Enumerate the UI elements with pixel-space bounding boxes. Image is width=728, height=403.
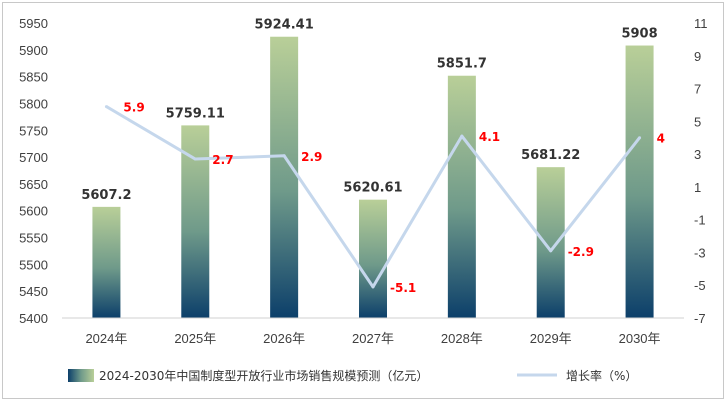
x-axis-tick-label: 2025年 <box>174 331 216 346</box>
rate-value-label: -2.9 <box>568 245 594 259</box>
x-axis-tick-label: 2027年 <box>352 331 394 346</box>
bar <box>270 36 299 318</box>
right-axis: -7 -5 -3 -1 1 3 5 7 9 11 <box>694 16 708 326</box>
right-axis-tick-label: 1 <box>694 180 701 195</box>
rate-value-label: -5.1 <box>390 281 416 295</box>
growth-rate-point <box>104 105 108 109</box>
right-axis-tick-label: 5 <box>694 114 701 129</box>
x-axis: 2024年 2025年 2026年 2027年 2028年 2029年 2030年 <box>62 317 684 346</box>
rate-value-label: 2.7 <box>212 153 233 167</box>
left-axis: 5400 5450 5500 5550 5600 5650 5700 5750 5800 5850… <box>19 16 48 326</box>
right-axis-tick-label: -7 <box>694 311 706 326</box>
bar <box>447 75 476 318</box>
bar-value-labels: 5607.2 5759.11 5924.41 5620.61 5851.7 5681.22… <box>81 18 657 203</box>
rate-value-labels: 5.9 2.7 2.9 -5.1 4.1 -2.9 4 <box>123 101 665 295</box>
bar-value-label: 5908 <box>621 27 657 42</box>
right-axis-tick-label: 3 <box>694 147 701 162</box>
left-axis-tick-label: 5950 <box>19 16 48 31</box>
x-axis-tick-label: 2029年 <box>530 331 572 346</box>
growth-rate-point <box>549 249 553 253</box>
left-axis-tick-label: 5750 <box>19 123 48 138</box>
growth-rate-line-series <box>104 105 642 289</box>
bar-series <box>92 36 654 319</box>
right-axis-tick-label: -5 <box>694 278 706 293</box>
legend-line-label: 增长率（%） <box>566 368 637 383</box>
left-axis-tick-label: 5900 <box>19 43 48 58</box>
growth-rate-point <box>282 154 286 158</box>
left-axis-tick-label: 5600 <box>19 204 48 219</box>
right-axis-tick-label: 11 <box>694 16 708 31</box>
growth-rate-point <box>193 157 197 161</box>
growth-rate-point <box>460 134 464 138</box>
left-axis-tick-label: 5850 <box>19 70 48 85</box>
bar <box>92 206 121 318</box>
bar-value-label: 5607.2 <box>81 188 131 203</box>
rate-value-label: 4 <box>657 132 665 146</box>
left-axis-tick-label: 5450 <box>19 284 48 299</box>
bar-value-label: 5681.22 <box>521 148 580 163</box>
rate-value-label: 2.9 <box>301 150 322 164</box>
right-axis-tick-label: 9 <box>694 49 701 64</box>
right-axis-tick-label: 7 <box>694 82 701 97</box>
legend: 2024-2030年中国制度型开放行业市场销售规模预测（亿元） 增长率（%） <box>68 368 637 383</box>
bar <box>625 45 654 318</box>
rate-value-label: 4.1 <box>479 130 500 144</box>
bar <box>536 167 565 318</box>
bar-value-label: 5620.61 <box>343 181 402 196</box>
x-axis-tick-label: 2024年 <box>85 331 127 346</box>
bar-value-label: 5924.41 <box>255 18 314 33</box>
growth-rate-point <box>371 285 375 289</box>
right-axis-tick-label: -1 <box>694 213 706 228</box>
bar <box>359 199 387 318</box>
left-axis-tick-label: 5700 <box>19 150 48 165</box>
bar-value-label: 5759.11 <box>166 106 225 121</box>
left-axis-tick-label: 5500 <box>19 257 48 272</box>
growth-rate-point <box>638 136 642 140</box>
x-axis-tick-label: 2028年 <box>441 331 483 346</box>
legend-bar-swatch <box>68 369 94 382</box>
x-axis-tick-label: 2026年 <box>263 331 305 346</box>
left-axis-tick-label: 5400 <box>19 311 48 326</box>
legend-bar-label: 2024-2030年中国制度型开放行业市场销售规模预测（亿元） <box>99 368 428 383</box>
left-axis-tick-label: 5650 <box>19 177 48 192</box>
left-axis-tick-label: 5800 <box>19 96 48 111</box>
rate-value-label: 5.9 <box>123 101 144 115</box>
bar-value-label: 5851.7 <box>437 57 487 72</box>
right-axis-tick-label: -3 <box>694 245 706 260</box>
left-axis-tick-label: 5550 <box>19 231 48 246</box>
x-axis-tick-label: 2030年 <box>619 331 661 346</box>
